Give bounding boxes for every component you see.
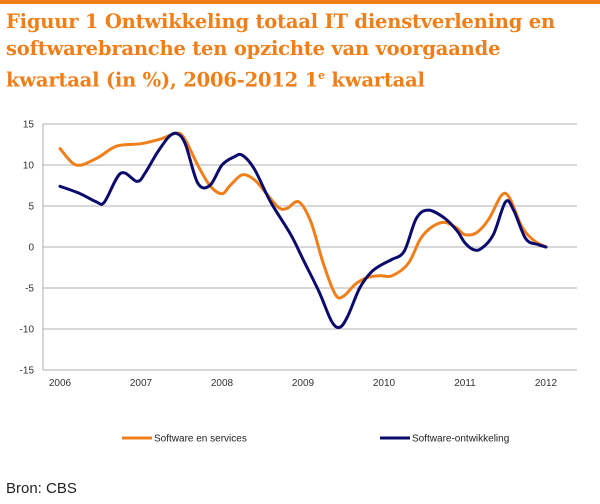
title-main: Figuur 1 Ontwikkeling totaal IT dienstve… <box>6 10 555 92</box>
x-tick-label: 2006 <box>49 378 72 389</box>
series-lines <box>58 131 548 330</box>
y-tick-label: -10 <box>20 325 35 336</box>
y-tick-label: -5 <box>25 284 34 295</box>
y-tick-label: 0 <box>28 243 34 254</box>
chart-title: Figuur 1 Ontwikkeling totaal IT dienstve… <box>6 8 596 94</box>
title-end: kwartaal <box>324 68 425 92</box>
accent-bar <box>0 0 600 4</box>
y-tick-label: -15 <box>20 366 35 377</box>
y-axis-ticks: 15 10 5 0 -5 -10 -15 <box>20 120 35 377</box>
source-note: Bron: CBS <box>6 480 77 497</box>
x-tick-label: 2008 <box>211 378 234 389</box>
legend-label: Software-ontwikkeling <box>412 434 509 445</box>
y-tick-label: 10 <box>23 161 35 172</box>
x-tick-label: 2007 <box>130 378 153 389</box>
title-superscript: e <box>318 69 325 82</box>
x-tick-label: 2012 <box>535 378 558 389</box>
x-tick-label: 2010 <box>373 378 396 389</box>
legend-label: Software en services <box>154 434 247 445</box>
y-tick-label: 15 <box>23 120 35 131</box>
x-tick-label: 2009 <box>292 378 315 389</box>
x-axis-ticks: 2006 2007 2008 2009 2010 2011 2012 <box>49 378 558 389</box>
gridlines <box>42 123 577 371</box>
legend: Software en services Software-ontwikkelin… <box>122 434 509 445</box>
y-tick-label: 5 <box>28 202 34 213</box>
series-line-software-ontwikkeling <box>58 131 548 330</box>
x-tick-label: 2011 <box>454 378 476 389</box>
series-line-software-en-services <box>58 131 548 300</box>
